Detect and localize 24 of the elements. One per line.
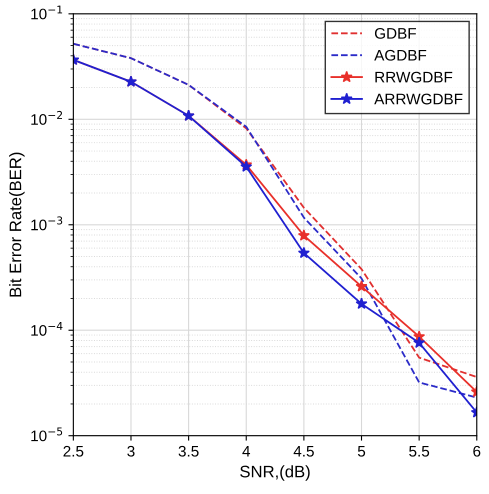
point bbox=[356, 280, 368, 292]
legend-label: RRWGDBF bbox=[375, 72, 452, 83]
y-tick-label: 10$^{−2}$ bbox=[31, 110, 62, 125]
x-tick-label: 4 bbox=[242, 446, 250, 456]
point bbox=[298, 246, 310, 258]
x-tick-label: 5 bbox=[358, 446, 366, 457]
legend-label: GDBF bbox=[374, 28, 416, 39]
point bbox=[356, 298, 368, 310]
x-tick-label: 3 bbox=[127, 446, 135, 457]
legend-label: ARRWGDBF bbox=[374, 94, 462, 104]
x-tick-label: 2.5 bbox=[64, 446, 84, 457]
point bbox=[413, 336, 426, 348]
legend-label: AGDBF bbox=[374, 50, 426, 61]
point bbox=[298, 229, 310, 241]
y-tick-label: 10$^{−1}$ bbox=[31, 6, 62, 20]
y-tick-label: 10$^{−3}$ bbox=[31, 216, 62, 230]
x-axis-title: SNR,(dB) bbox=[240, 465, 310, 481]
x-tick-label: 3.5 bbox=[178, 446, 199, 457]
y-tick-label: 10$^{−4}$ bbox=[31, 322, 62, 336]
x-tick-label: 6 bbox=[473, 446, 480, 457]
y-axis-title: Bit Error Rate(BER) bbox=[9, 152, 25, 297]
x-tick-label: 5.5 bbox=[409, 446, 430, 457]
y-tick-label: 10$^{−5}$ bbox=[31, 427, 62, 442]
x-tick-label: 4.5 bbox=[294, 446, 314, 457]
